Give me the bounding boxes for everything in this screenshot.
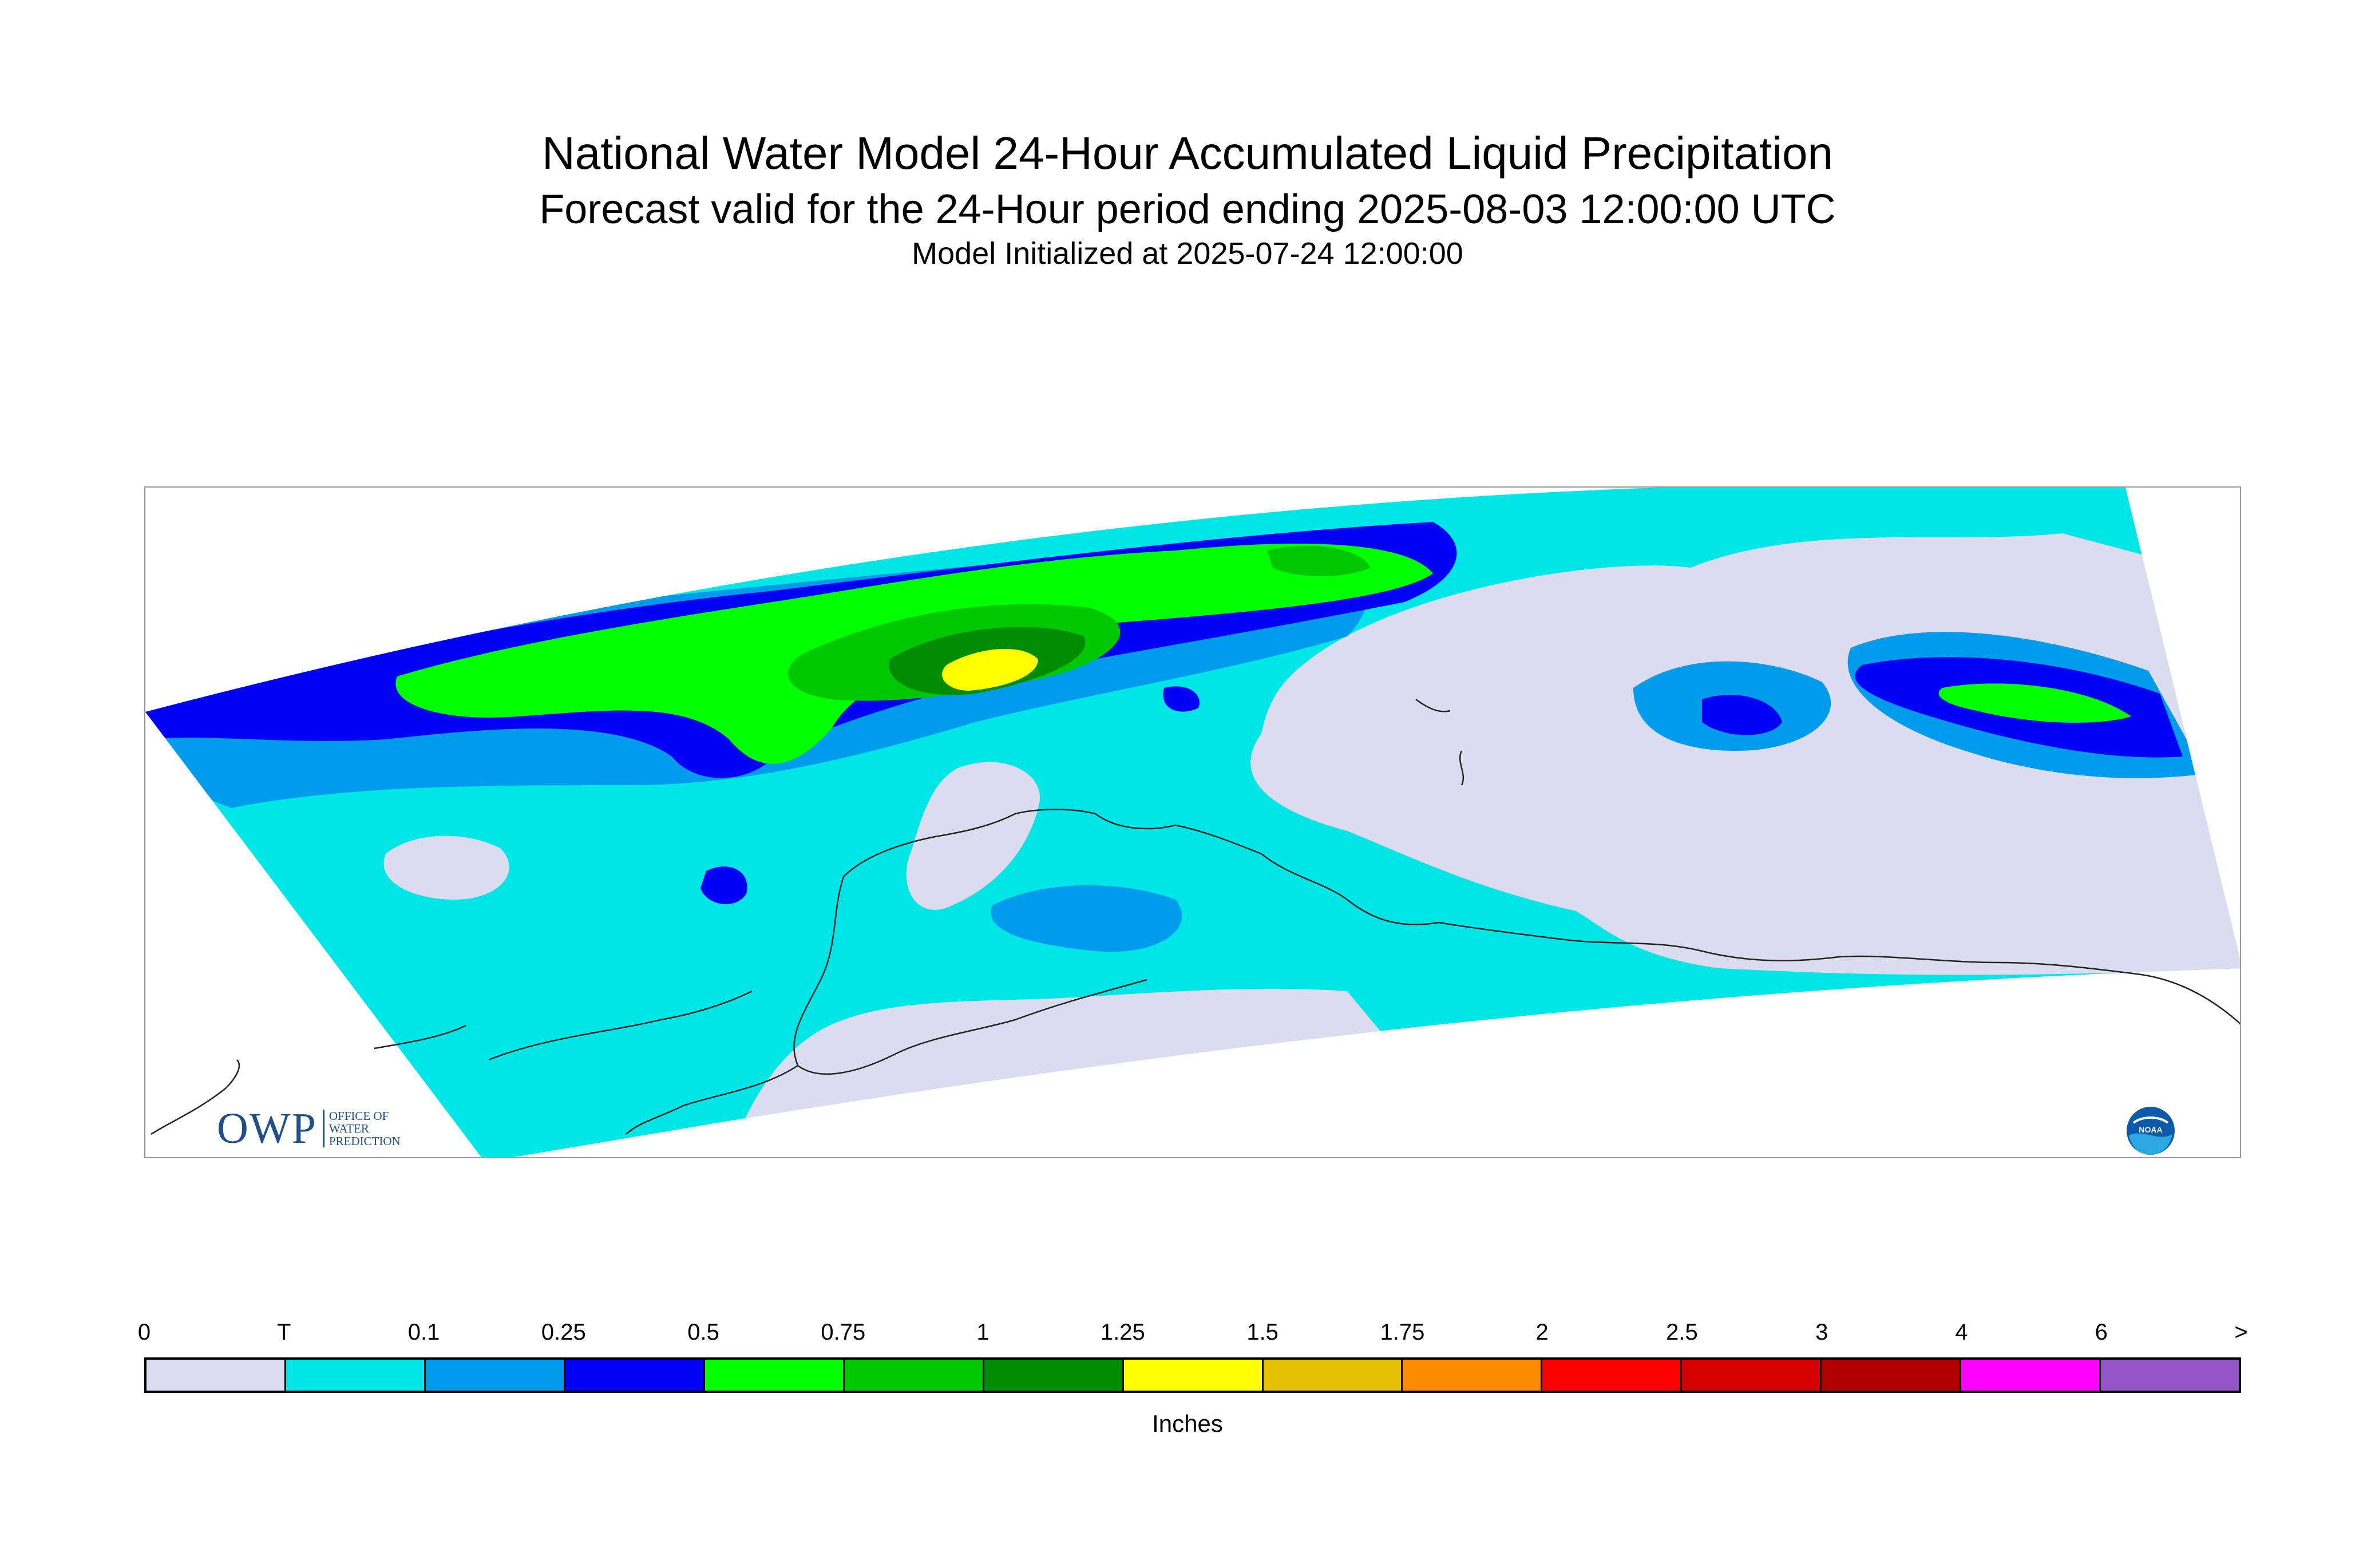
precipitation-map: OWP OFFICE OF WATER PREDICTION NOAA bbox=[144, 486, 2241, 1158]
no-precip-region bbox=[906, 762, 1040, 910]
no-precip-region bbox=[383, 836, 509, 900]
legend-swatch bbox=[1961, 1360, 2101, 1391]
model-init-line: Model Initialized at 2025-07-24 12:00:00 bbox=[912, 236, 1463, 271]
light-precip-region bbox=[991, 885, 1182, 952]
noaa-logo-text: NOAA bbox=[2139, 1125, 2162, 1134]
legend-swatch bbox=[704, 1360, 845, 1391]
legend-swatch bbox=[844, 1360, 984, 1391]
legend-tick-label: 2.5 bbox=[1666, 1320, 1698, 1345]
forecast-valid-subtitle: Forecast valid for the 24-Hour period en… bbox=[539, 187, 1836, 232]
owp-logo: OWP OFFICE OF WATER PREDICTION bbox=[217, 1104, 401, 1153]
quarter-inch-region bbox=[700, 866, 747, 905]
legend-swatch bbox=[984, 1360, 1124, 1391]
legend-tick-label: T bbox=[277, 1320, 291, 1345]
legend-tick-label: 4 bbox=[1955, 1320, 1968, 1345]
legend-swatch bbox=[286, 1360, 426, 1391]
precip-color-scale bbox=[144, 1357, 2241, 1393]
noaa-logo-icon: NOAA bbox=[2127, 1107, 2175, 1155]
legend-tick-label: 1.75 bbox=[1380, 1320, 1425, 1345]
legend-tick-label: 0 bbox=[137, 1320, 151, 1345]
precip-field bbox=[145, 488, 2240, 1157]
legend-swatch bbox=[1682, 1360, 1822, 1391]
legend-tick-label: 3 bbox=[1815, 1320, 1828, 1345]
legend-swatch bbox=[1263, 1360, 1403, 1391]
map-title: National Water Model 24-Hour Accumulated… bbox=[542, 128, 1833, 179]
legend-swatch bbox=[1403, 1360, 1543, 1391]
legend-tick-label: 6 bbox=[2095, 1320, 2108, 1345]
legend-tick-label: 0.1 bbox=[407, 1320, 440, 1345]
legend-unit-label: Inches bbox=[1152, 1410, 1223, 1437]
owp-wordmark: OWP bbox=[217, 1104, 317, 1153]
quarter-inch-region bbox=[1702, 695, 1782, 735]
one-quarter-inch-region bbox=[942, 648, 1038, 691]
half-inch-region bbox=[1938, 683, 2131, 723]
owp-subtext: OFFICE OF WATER PREDICTION bbox=[322, 1110, 401, 1147]
legend-tick-label: 1.5 bbox=[1246, 1320, 1278, 1345]
coastline bbox=[151, 698, 2240, 1135]
legend-swatch bbox=[1822, 1360, 1962, 1391]
legend-swatch bbox=[2101, 1360, 2239, 1391]
legend-swatch bbox=[1542, 1360, 1683, 1391]
legend-tick-label: 0.75 bbox=[821, 1320, 866, 1345]
legend-tick-label: > bbox=[2234, 1320, 2248, 1345]
legend-swatch bbox=[425, 1360, 565, 1391]
legend-tick-label: 2 bbox=[1535, 1320, 1549, 1345]
legend-swatch bbox=[1123, 1360, 1264, 1391]
legend-tick-label: 0.5 bbox=[687, 1320, 719, 1345]
legend-tick-label: 0.25 bbox=[541, 1320, 586, 1345]
quarter-inch-region bbox=[1163, 686, 1200, 712]
legend-swatch bbox=[565, 1360, 705, 1391]
legend-tick-label: 1.25 bbox=[1100, 1320, 1145, 1345]
legend-tick-label: 1 bbox=[976, 1320, 989, 1345]
three-quarter-inch-region bbox=[1267, 545, 1370, 576]
legend-swatch bbox=[147, 1360, 286, 1391]
